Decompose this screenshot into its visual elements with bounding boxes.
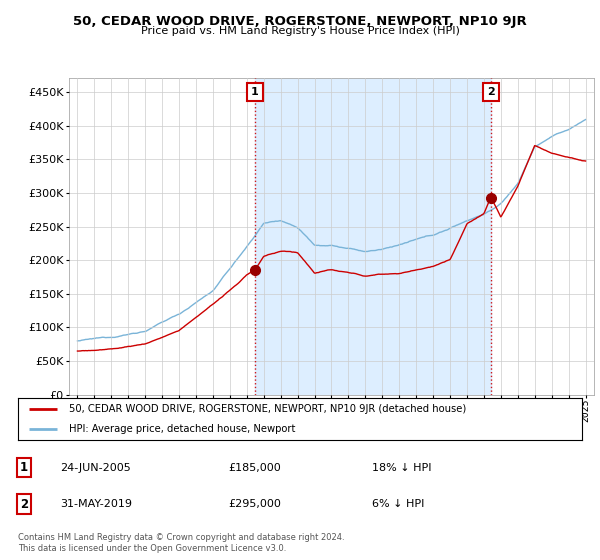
Text: 2: 2 (20, 497, 28, 511)
Text: 31-MAY-2019: 31-MAY-2019 (60, 499, 132, 509)
Text: £295,000: £295,000 (228, 499, 281, 509)
Text: 6% ↓ HPI: 6% ↓ HPI (372, 499, 424, 509)
Text: 18% ↓ HPI: 18% ↓ HPI (372, 463, 431, 473)
Text: £185,000: £185,000 (228, 463, 281, 473)
Text: 2: 2 (487, 87, 495, 97)
Text: 24-JUN-2005: 24-JUN-2005 (60, 463, 131, 473)
Text: 50, CEDAR WOOD DRIVE, ROGERSTONE, NEWPORT, NP10 9JR: 50, CEDAR WOOD DRIVE, ROGERSTONE, NEWPOR… (73, 15, 527, 27)
Text: Price paid vs. HM Land Registry's House Price Index (HPI): Price paid vs. HM Land Registry's House … (140, 26, 460, 36)
Text: 50, CEDAR WOOD DRIVE, ROGERSTONE, NEWPORT, NP10 9JR (detached house): 50, CEDAR WOOD DRIVE, ROGERSTONE, NEWPOR… (69, 404, 466, 414)
Bar (255, 78, 491, 395)
Text: Contains HM Land Registry data © Crown copyright and database right 2024.
This d: Contains HM Land Registry data © Crown c… (18, 533, 344, 553)
Text: HPI: Average price, detached house, Newport: HPI: Average price, detached house, Newp… (69, 424, 295, 434)
Text: 1: 1 (251, 87, 259, 97)
Text: 1: 1 (20, 461, 28, 474)
